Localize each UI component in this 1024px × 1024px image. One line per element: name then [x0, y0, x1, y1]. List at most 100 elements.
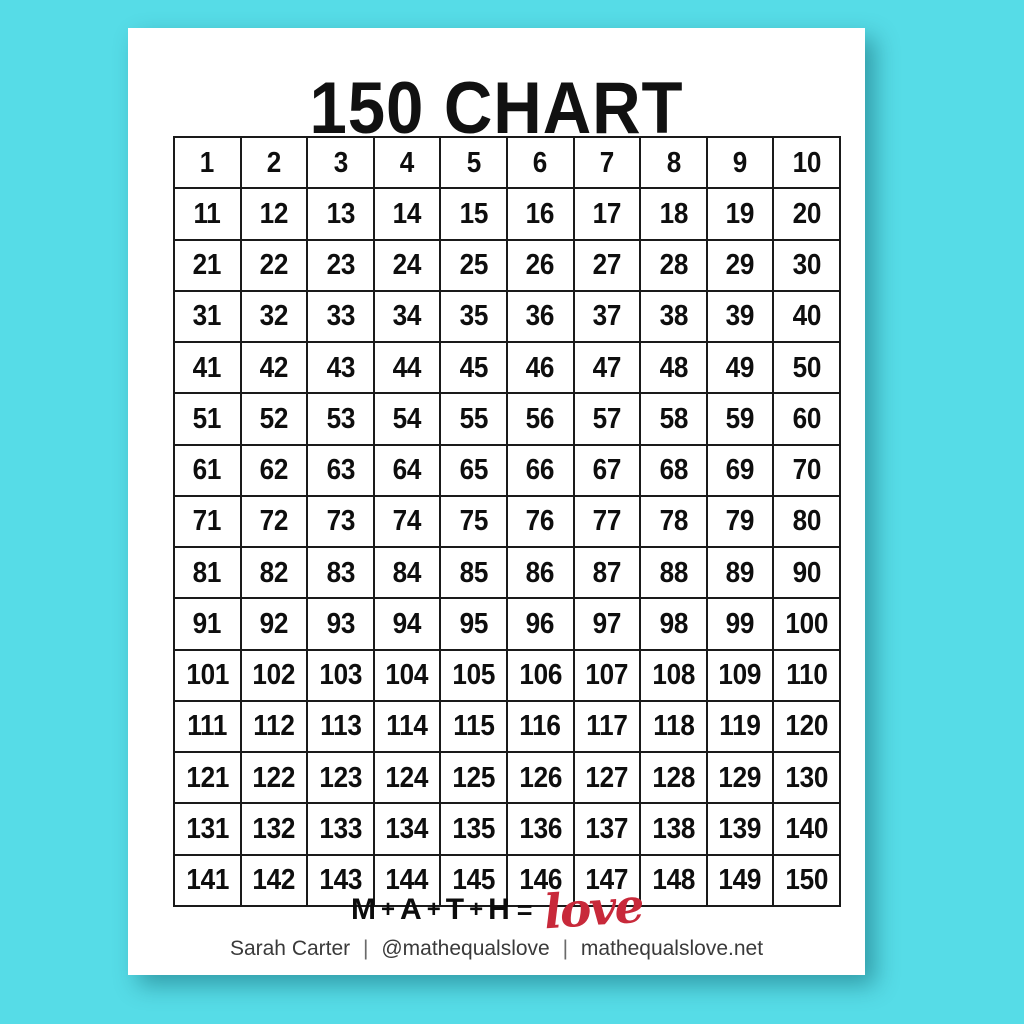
number-cell[interactable]: 82: [239, 545, 309, 600]
number-cell[interactable]: 132: [239, 802, 309, 856]
number-cell[interactable]: 136: [505, 802, 575, 856]
number-cell[interactable]: 146: [505, 853, 575, 907]
number-cell[interactable]: 104: [372, 648, 442, 702]
number-cell[interactable]: 127: [572, 750, 642, 805]
number-cell[interactable]: 120: [772, 699, 841, 754]
number-cell[interactable]: 67: [572, 443, 642, 497]
number-cell[interactable]: 112: [239, 699, 309, 754]
number-cell[interactable]: 35: [439, 289, 508, 344]
number-cell[interactable]: 77: [572, 494, 642, 549]
number-cell[interactable]: 102: [239, 648, 309, 702]
number-cell[interactable]: 76: [505, 494, 575, 549]
number-cell[interactable]: 16: [505, 187, 575, 241]
number-cell[interactable]: 33: [306, 289, 375, 344]
number-cell[interactable]: 31: [173, 289, 242, 344]
number-cell[interactable]: 91: [173, 597, 242, 651]
number-cell[interactable]: 43: [306, 340, 375, 395]
number-cell[interactable]: 133: [306, 802, 375, 856]
number-cell[interactable]: 109: [705, 648, 775, 702]
number-cell[interactable]: 17: [572, 187, 642, 241]
number-cell[interactable]: 7: [572, 135, 642, 190]
number-cell[interactable]: 84: [372, 545, 442, 600]
number-cell[interactable]: 64: [372, 443, 442, 497]
number-cell[interactable]: 11: [173, 187, 242, 241]
number-cell[interactable]: 116: [505, 699, 575, 754]
number-cell[interactable]: 81: [173, 545, 242, 600]
number-cell[interactable]: 48: [639, 340, 708, 395]
number-cell[interactable]: 63: [306, 443, 375, 497]
number-cell[interactable]: 49: [705, 340, 775, 395]
number-cell[interactable]: 119: [705, 699, 775, 754]
number-cell[interactable]: 86: [505, 545, 575, 600]
number-cell[interactable]: 126: [505, 750, 575, 805]
number-cell[interactable]: 98: [639, 597, 708, 651]
number-cell[interactable]: 59: [705, 392, 775, 446]
number-cell[interactable]: 73: [306, 494, 375, 549]
number-cell[interactable]: 52: [239, 392, 309, 446]
number-cell[interactable]: 56: [505, 392, 575, 446]
number-cell[interactable]: 10: [772, 135, 841, 190]
number-cell[interactable]: 135: [439, 802, 508, 856]
number-cell[interactable]: 125: [439, 750, 508, 805]
number-cell[interactable]: 97: [572, 597, 642, 651]
number-cell[interactable]: 95: [439, 597, 508, 651]
number-cell[interactable]: 27: [572, 238, 642, 292]
number-cell[interactable]: 143: [306, 853, 375, 907]
number-cell[interactable]: 141: [173, 853, 242, 907]
number-cell[interactable]: 68: [639, 443, 708, 497]
number-cell[interactable]: 142: [239, 853, 309, 907]
number-cell[interactable]: 47: [572, 340, 642, 395]
number-cell[interactable]: 15: [439, 187, 508, 241]
number-cell[interactable]: 61: [173, 443, 242, 497]
number-cell[interactable]: 5: [439, 135, 508, 190]
number-cell[interactable]: 14: [372, 187, 442, 241]
number-cell[interactable]: 108: [639, 648, 708, 702]
number-cell[interactable]: 78: [639, 494, 708, 549]
number-cell[interactable]: 99: [705, 597, 775, 651]
number-cell[interactable]: 114: [372, 699, 442, 754]
number-cell[interactable]: 40: [772, 289, 841, 344]
number-cell[interactable]: 25: [439, 238, 508, 292]
number-cell[interactable]: 19: [705, 187, 775, 241]
number-cell[interactable]: 85: [439, 545, 508, 600]
number-cell[interactable]: 96: [505, 597, 575, 651]
number-cell[interactable]: 54: [372, 392, 442, 446]
number-cell[interactable]: 124: [372, 750, 442, 805]
number-cell[interactable]: 87: [572, 545, 642, 600]
number-cell[interactable]: 88: [639, 545, 708, 600]
number-cell[interactable]: 134: [372, 802, 442, 856]
number-cell[interactable]: 38: [639, 289, 708, 344]
number-cell[interactable]: 144: [372, 853, 442, 907]
number-cell[interactable]: 32: [239, 289, 309, 344]
number-cell[interactable]: 20: [772, 187, 841, 241]
number-cell[interactable]: 60: [772, 392, 841, 446]
number-cell[interactable]: 8: [639, 135, 708, 190]
number-cell[interactable]: 26: [505, 238, 575, 292]
number-cell[interactable]: 113: [306, 699, 375, 754]
number-cell[interactable]: 9: [705, 135, 775, 190]
number-cell[interactable]: 21: [173, 238, 242, 292]
number-cell[interactable]: 65: [439, 443, 508, 497]
number-cell[interactable]: 147: [572, 853, 642, 907]
number-cell[interactable]: 41: [173, 340, 242, 395]
number-cell[interactable]: 51: [173, 392, 242, 446]
number-cell[interactable]: 148: [639, 853, 708, 907]
number-cell[interactable]: 46: [505, 340, 575, 395]
number-cell[interactable]: 57: [572, 392, 642, 446]
number-cell[interactable]: 1: [173, 135, 242, 190]
number-cell[interactable]: 69: [705, 443, 775, 497]
number-cell[interactable]: 106: [505, 648, 575, 702]
number-cell[interactable]: 130: [772, 750, 841, 805]
number-cell[interactable]: 2: [239, 135, 309, 190]
number-cell[interactable]: 118: [639, 699, 708, 754]
number-cell[interactable]: 44: [372, 340, 442, 395]
number-cell[interactable]: 50: [772, 340, 841, 395]
number-cell[interactable]: 30: [772, 238, 841, 292]
number-cell[interactable]: 149: [705, 853, 775, 907]
number-cell[interactable]: 70: [772, 443, 841, 497]
number-cell[interactable]: 66: [505, 443, 575, 497]
number-cell[interactable]: 28: [639, 238, 708, 292]
number-cell[interactable]: 22: [239, 238, 309, 292]
number-cell[interactable]: 103: [306, 648, 375, 702]
number-cell[interactable]: 36: [505, 289, 575, 344]
